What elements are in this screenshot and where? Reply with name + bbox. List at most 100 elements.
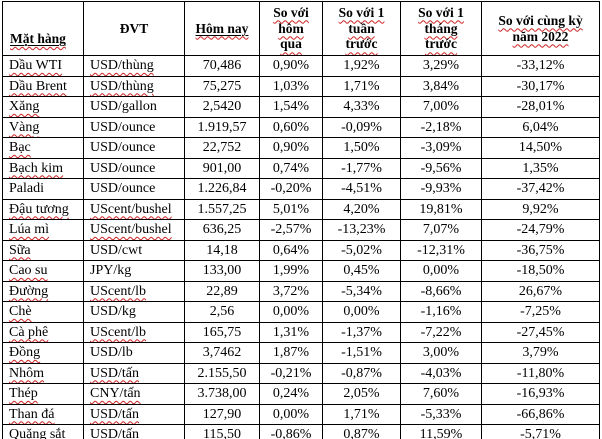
unit-cell: UScent/bushel xyxy=(83,198,185,220)
vs-2022-cell: 26,67% xyxy=(481,280,600,302)
vs-2022-cell: -36,75% xyxy=(481,239,600,261)
unit-label: JPY/kg xyxy=(90,263,132,278)
vs-week-cell: -13,23% xyxy=(322,219,401,241)
vs-2022-cell: 14,50% xyxy=(481,137,600,159)
commodity-name: Chè xyxy=(9,304,32,319)
vs-week-cell: -0,87% xyxy=(322,362,401,384)
table-row: Than đá USD/tấn 127,90 0,00% 1,71% -5,33… xyxy=(2,403,600,425)
col-header-commodity-label: Mặt hàng xyxy=(10,31,66,47)
commodity-name: Nhôm xyxy=(9,365,44,381)
col-header-today: Hôm nay xyxy=(184,1,260,56)
vs-2022-cell: 3,79% xyxy=(481,342,600,364)
vs-week-cell: 4,20% xyxy=(322,198,401,220)
vs-week-cell: 1,92% xyxy=(322,55,401,77)
commodity-name: Dầu WTI xyxy=(9,58,62,73)
unit-cell: USD/tấn xyxy=(83,403,185,425)
col-header-unit-label: ĐVT xyxy=(119,20,149,36)
unit-label: USD/ounce xyxy=(90,140,156,155)
table-row: Đường UScent/lb 22,89 3,72% -5,34% -8,66… xyxy=(2,280,600,302)
today-price-cell: 22,752 xyxy=(184,137,260,159)
vs-2022-cell: 6,04% xyxy=(481,116,600,138)
col-header-commodity: Mặt hàng xyxy=(2,1,84,56)
col-header-vs-week-label: So với 1 tuần trước xyxy=(338,4,385,52)
unit-label: USD/tấn xyxy=(90,406,139,422)
commodity-name-cell: Bạc xyxy=(2,137,84,159)
vs-month-cell: 3,84% xyxy=(400,75,482,97)
unit-cell: CNY/tấn xyxy=(83,383,185,405)
today-price-cell: 115,50 xyxy=(184,424,260,439)
vs-2022-cell: 9,92% xyxy=(481,198,600,220)
today-price-cell: 1.919,57 xyxy=(184,116,260,138)
vs-2022-cell: 1,35% xyxy=(481,157,600,179)
commodity-name-cell: Đồng xyxy=(2,342,84,364)
unit-label: UScent/bushel xyxy=(90,222,172,237)
col-header-vs-2022: So với cùng kỳ năm 2022 xyxy=(481,1,600,56)
commodity-name-cell: Đường xyxy=(2,280,84,302)
table-row: Sữa USD/cwt 14,18 0,64% -5,02% -12,31% -… xyxy=(2,239,600,261)
today-price-cell: 22,89 xyxy=(184,280,260,302)
today-price-cell: 133,00 xyxy=(184,260,260,282)
unit-label: USD/thùng xyxy=(90,58,154,73)
table-row: Quặng sắt USD/tấn 115,50 -0,86% 0,87% 11… xyxy=(2,424,600,439)
vs-2022-cell: -24,79% xyxy=(481,219,600,241)
commodity-name-cell: Bạch kim xyxy=(2,157,84,179)
vs-yesterday-cell: 0,00% xyxy=(259,403,323,425)
vs-month-cell: 11,59% xyxy=(400,424,482,439)
commodity-name: Lúa mì xyxy=(9,222,50,237)
table-row: Lúa mì UScent/bushel 636,25 -2,57% -13,2… xyxy=(2,219,600,241)
commodity-name: Đồng xyxy=(9,345,41,360)
vs-2022-cell: -5,71% xyxy=(481,424,600,439)
unit-cell: USD/lb xyxy=(83,342,185,364)
col-header-vs-month-label: So với 1 tháng trước xyxy=(418,4,464,52)
today-price-cell: 2.155,50 xyxy=(184,362,260,384)
table-row: Vàng USD/ounce 1.919,57 0,60% -0,09% -2,… xyxy=(2,116,600,138)
vs-yesterday-cell: 0,90% xyxy=(259,55,323,77)
col-header-vs-month: So với 1 tháng trước xyxy=(400,1,482,56)
vs-week-cell: 0,87% xyxy=(322,424,401,439)
vs-2022-cell: -37,42% xyxy=(481,178,600,200)
unit-label: USD/ounce xyxy=(90,160,156,176)
commodity-name-cell: Paladi xyxy=(2,178,84,200)
vs-month-cell: -9,93% xyxy=(400,178,482,200)
commodity-name-cell: Thép xyxy=(2,383,84,405)
vs-yesterday-cell: -0,21% xyxy=(259,362,323,384)
vs-2022-cell: -16,93% xyxy=(481,383,600,405)
vs-week-cell: 1,71% xyxy=(322,75,401,97)
today-price-cell: 2,5420 xyxy=(184,96,260,118)
col-header-vs-yesterday-label: So với hôm qua xyxy=(273,4,309,52)
today-price-cell: 70,486 xyxy=(184,55,260,77)
vs-2022-cell: -27,45% xyxy=(481,321,600,343)
vs-2022-cell: -66,86% xyxy=(481,403,600,425)
unit-cell: USD/ounce xyxy=(83,157,185,179)
today-price-cell: 127,90 xyxy=(184,403,260,425)
commodity-name-cell: Dầu Brent xyxy=(2,75,84,97)
table-row: Dầu Brent USD/thùng 75,275 1,03% 1,71% 3… xyxy=(2,75,600,97)
vs-2022-cell: -28,01% xyxy=(481,96,600,118)
vs-week-cell: -1,77% xyxy=(322,157,401,179)
unit-label: USD/cwt xyxy=(90,242,143,258)
unit-cell: UScent/lb xyxy=(83,280,185,302)
unit-cell: USD/ounce xyxy=(83,137,185,159)
vs-week-cell: 1,71% xyxy=(322,403,401,425)
vs-yesterday-cell: 1,99% xyxy=(259,260,323,282)
today-price-cell: 1.226,84 xyxy=(184,178,260,200)
vs-week-cell: -4,51% xyxy=(322,178,401,200)
col-header-unit: ĐVT xyxy=(83,1,185,56)
vs-week-cell: -1,37% xyxy=(322,321,401,343)
today-price-cell: 75,275 xyxy=(184,75,260,97)
commodity-name: Sữa xyxy=(9,242,31,258)
vs-month-cell: -8,66% xyxy=(400,280,482,302)
commodity-name-cell: Quặng sắt xyxy=(2,424,84,439)
vs-yesterday-cell: 1,87% xyxy=(259,342,323,364)
commodity-name: Vàng xyxy=(9,119,40,135)
unit-label: USD/gallon xyxy=(90,99,157,114)
unit-label: USD/kg xyxy=(90,304,136,319)
vs-month-cell: -12,31% xyxy=(400,239,482,261)
vs-month-cell: -9,56% xyxy=(400,157,482,179)
table-row: Thép CNY/tấn 3.738,00 0,24% 2,05% 7,60% … xyxy=(2,383,600,405)
vs-yesterday-cell: 1,54% xyxy=(259,96,323,118)
today-price-cell: 901,00 xyxy=(184,157,260,179)
table-row: Nhôm USD/tấn 2.155,50 -0,21% -0,87% -4,0… xyxy=(2,362,600,384)
vs-month-cell: -1,16% xyxy=(400,301,482,323)
vs-yesterday-cell: 3,72% xyxy=(259,280,323,302)
